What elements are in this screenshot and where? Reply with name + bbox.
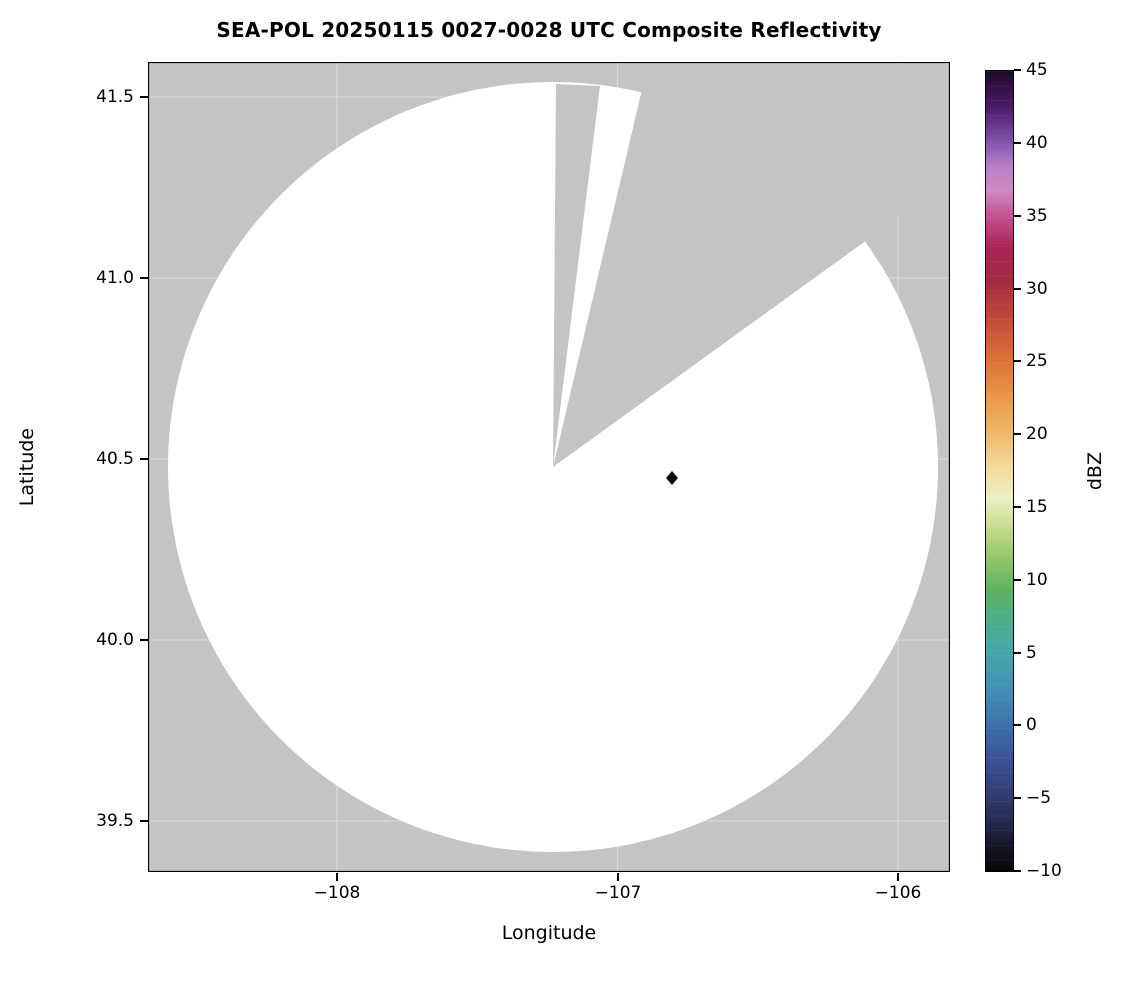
y-tick-mark	[140, 277, 148, 279]
y-tick-mark	[140, 458, 148, 460]
y-tick-mark	[140, 820, 148, 822]
colorbar-tick-mark	[1014, 433, 1021, 435]
y-tick-label: 39.5	[96, 811, 134, 831]
colorbar-tick-label: 20	[1026, 424, 1048, 444]
colorbar-tick-mark	[1014, 724, 1021, 726]
colorbar-tick-label: 25	[1026, 351, 1048, 371]
colorbar-tick-label: −10	[1026, 861, 1062, 881]
blocked-sector-narrow	[553, 84, 600, 467]
x-tick-label: −108	[313, 883, 361, 903]
radar-marker	[666, 471, 678, 485]
colorbar-tick-mark	[1014, 797, 1021, 799]
colorbar	[985, 70, 1014, 872]
colorbar-tick-label: 5	[1026, 643, 1037, 663]
x-tick-mark	[897, 873, 899, 881]
colorbar-label-text: dBZ	[1084, 451, 1106, 491]
colorbar-tick-mark	[1014, 142, 1021, 144]
y-tick-label: 40.0	[96, 630, 134, 650]
y-tick-label: 41.0	[96, 268, 134, 288]
colorbar-tick-mark	[1014, 652, 1021, 654]
colorbar-tick-label: 30	[1026, 279, 1048, 299]
y-tick-mark	[140, 639, 148, 641]
y-tick-label: 41.5	[96, 87, 134, 107]
colorbar-tick-label: 40	[1026, 133, 1048, 153]
axes-spine	[148, 62, 950, 872]
colorbar-tick-label: 15	[1026, 497, 1048, 517]
colorbar-tick-mark	[1014, 360, 1021, 362]
y-axis-label-text: Latitude	[16, 427, 38, 507]
colorbar-label: dBZ	[1080, 70, 1110, 872]
plot-area	[148, 62, 950, 872]
y-axis-label: Latitude	[12, 62, 42, 872]
colorbar-tick-mark	[1014, 506, 1021, 508]
colorbar-tick-mark	[1014, 870, 1021, 872]
colorbar-tick-mark	[1014, 215, 1021, 217]
colorbar-tick-label: −5	[1026, 788, 1052, 808]
x-tick-mark	[336, 873, 338, 881]
blocked-sector-wide	[553, 64, 950, 467]
colorbar-tick-label: 35	[1026, 206, 1048, 226]
colorbar-tick-mark	[1014, 579, 1021, 581]
y-tick-label: 40.5	[96, 449, 134, 469]
x-tick-mark	[617, 873, 619, 881]
colorbar-tick-label: 0	[1026, 715, 1037, 735]
colorbar-tick-mark	[1014, 288, 1021, 290]
x-tick-label: −107	[594, 883, 642, 903]
colorbar-tick-label: 45	[1026, 60, 1048, 80]
y-tick-mark	[140, 96, 148, 98]
chart-title: SEA-POL 20250115 0027-0028 UTC Composite…	[216, 18, 882, 42]
x-axis-label: Longitude	[501, 922, 597, 944]
colorbar-tick-label: 10	[1026, 570, 1048, 590]
x-tick-label: −106	[874, 883, 922, 903]
colorbar-tick-mark	[1014, 69, 1021, 71]
